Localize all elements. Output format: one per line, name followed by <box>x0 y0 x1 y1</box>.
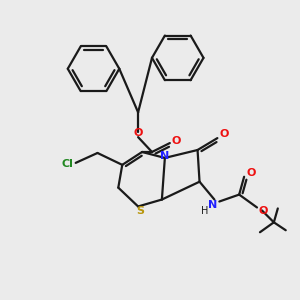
Text: Cl: Cl <box>62 159 74 169</box>
Text: O: O <box>246 168 256 178</box>
Text: S: S <box>136 206 144 216</box>
Text: N: N <box>160 151 170 161</box>
Text: O: O <box>258 206 268 216</box>
Text: O: O <box>220 129 229 139</box>
Text: O: O <box>134 128 143 138</box>
Text: N: N <box>208 200 217 211</box>
Text: O: O <box>171 136 180 146</box>
Text: H: H <box>201 206 208 216</box>
